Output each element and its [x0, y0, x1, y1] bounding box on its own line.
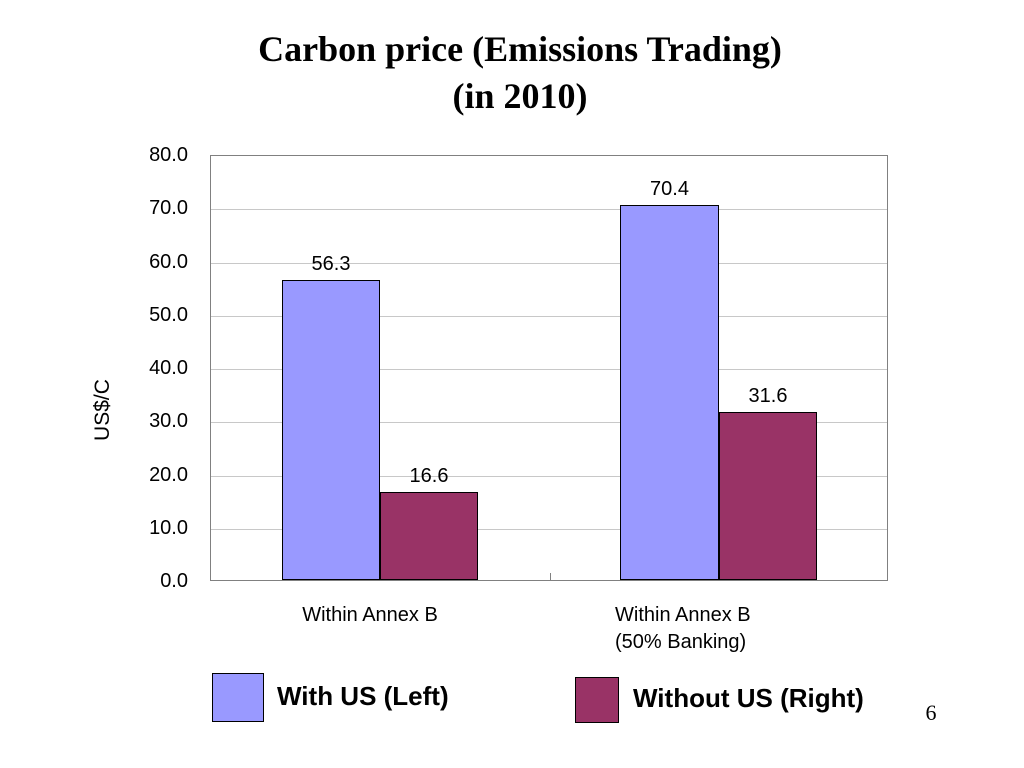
y-tick-label: 80.0 [149, 144, 188, 166]
y-tick-label: 70.0 [149, 197, 188, 219]
y-tick-label: 30.0 [149, 410, 188, 432]
gridline-50 [211, 316, 887, 317]
x-category-label-2: Within Annex B (50% Banking) [615, 602, 815, 656]
slide-title: Carbon price (Emissions Trading) (in 201… [0, 26, 1024, 120]
gridline-10 [211, 529, 887, 530]
bar-value-label: 16.6 [409, 465, 449, 487]
bar-without-us-banking [719, 412, 817, 580]
x-category-label-1-line1: Within Annex B [302, 604, 438, 626]
bar-value-label: 70.4 [650, 178, 689, 200]
gridline-40 [211, 369, 887, 370]
gridline-60 [211, 263, 887, 264]
y-tick-label: 40.0 [149, 357, 188, 379]
bar-value-label: 56.3 [311, 253, 351, 275]
y-tick-label: 10.0 [149, 517, 188, 539]
gridline-70 [211, 209, 887, 210]
y-tick-label: 60.0 [149, 251, 188, 273]
slide-title-line1: Carbon price (Emissions Trading) [258, 29, 782, 69]
gridline-30 [211, 422, 887, 423]
x-category-label-2-line1: Within Annex B [615, 604, 751, 626]
bar-with-us-annex-b [282, 280, 380, 580]
gridline-20 [211, 476, 887, 477]
plot-area: 56.3 16.6 70.4 31.6 [210, 155, 888, 581]
y-tick-label: 0.0 [160, 570, 188, 592]
x-axis-category-tick [550, 573, 551, 580]
x-category-label-1: Within Annex B [270, 602, 470, 629]
legend-swatch-with-us [212, 673, 264, 722]
legend-swatch-without-us [575, 677, 619, 723]
bar-value-label: 31.6 [748, 385, 788, 407]
x-category-label-2-line2: (50% Banking) [615, 631, 747, 653]
legend-label-without-us: Without US (Right) [633, 683, 864, 713]
bar-with-us-banking [620, 205, 719, 580]
y-tick-label: 50.0 [149, 304, 188, 326]
legend-label-with-us: With US (Left) [277, 681, 449, 711]
page-number: 6 [925, 700, 937, 725]
slide-title-line2: (in 2010) [452, 76, 588, 116]
y-tick-label: 20.0 [149, 464, 188, 486]
bar-without-us-annex-b [380, 492, 478, 580]
